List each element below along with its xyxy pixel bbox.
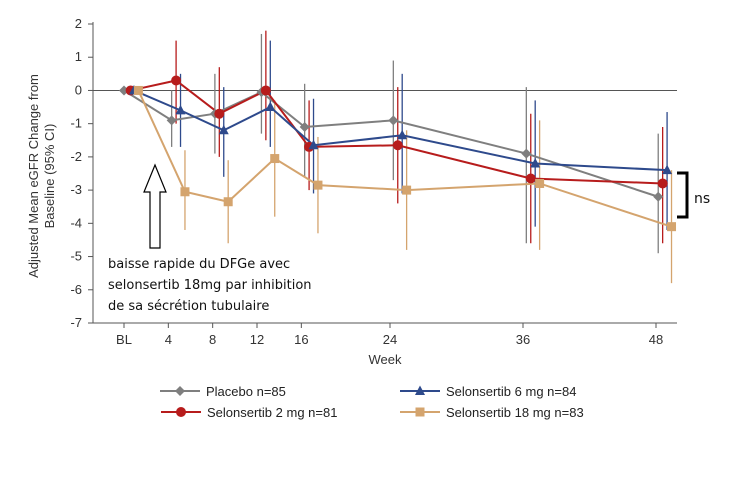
annotation-line-1: baisse rapide du DFGe avec [108, 257, 290, 272]
y-tick-label: -4 [70, 215, 82, 230]
x-tick-label: 36 [516, 332, 530, 347]
series-3-point [218, 124, 229, 135]
series-1-line [123, 89, 659, 198]
legend-item-3-marker [415, 385, 425, 395]
series-3-line [133, 89, 668, 172]
series-4-line [137, 90, 672, 228]
series-4-point [270, 154, 280, 164]
y-axis-ticks: 2 1 0 -1 -2 -3 -4 -5 -6 -7 [70, 16, 93, 330]
y-tick-label: -3 [70, 182, 82, 197]
series-4-point [667, 222, 677, 232]
x-tick-label: 24 [383, 332, 397, 347]
x-tick-label: 8 [209, 332, 216, 347]
x-tick-label: 4 [165, 332, 172, 347]
series-2-line [130, 79, 663, 185]
x-tick-label: 48 [649, 332, 663, 347]
y-axis-title-line1: Adjusted Mean eGFR Change from [26, 74, 41, 278]
series-1-point [653, 191, 664, 202]
legend-item-1-label: Placebo n=85 [206, 384, 286, 399]
y-tick-label: -1 [70, 116, 82, 131]
series-4-point [180, 187, 190, 197]
series-lines [123, 79, 672, 228]
y-axis-title-line2: Baseline (95% CI) [42, 124, 57, 229]
legend: Placebo n=85 Selonsertib 2 mg n=81 Selonse… [160, 384, 584, 420]
series-1-point [521, 148, 532, 159]
series-2-point [171, 75, 182, 86]
annotation-line-2: selonsertib 18mg par inhibition [108, 278, 312, 293]
y-tick-label: 2 [75, 16, 82, 31]
y-tick-label: 1 [75, 49, 82, 64]
x-axis-ticks: BL 4 8 12 16 24 36 48 [116, 323, 663, 347]
series-1-point [299, 121, 310, 132]
series-4-point [223, 197, 233, 207]
series-3-point [662, 164, 673, 175]
series-3-point [175, 104, 186, 115]
series-4-point [402, 185, 412, 195]
series-2-point [214, 108, 225, 119]
ns-bracket [677, 171, 689, 219]
y-tick-label: -7 [70, 315, 82, 330]
series-1-point [166, 115, 177, 126]
legend-item-3-label: Selonsertib 6 mg n=84 [446, 384, 576, 399]
x-axis-title: Week [369, 352, 402, 367]
ns-label: ns [694, 191, 710, 207]
legend-item-1-marker [175, 386, 185, 396]
legend-item-4-label: Selonsertib 18 mg n=83 [446, 405, 584, 420]
series-4-point [133, 85, 143, 95]
series-3-point [265, 101, 276, 112]
series-2-point [260, 85, 271, 96]
legend-item-4-marker [415, 407, 425, 417]
series-2-point [525, 173, 536, 184]
error-bars [171, 30, 673, 284]
series-4-point [535, 178, 545, 188]
x-tick-label: 12 [250, 332, 264, 347]
series-markers [119, 75, 677, 232]
annotation-arrow-icon [143, 163, 167, 249]
series-2-point [657, 178, 668, 189]
y-tick-label: -6 [70, 282, 82, 297]
x-tick-label: 16 [294, 332, 308, 347]
y-tick-label: -2 [70, 149, 82, 164]
series-4-point [313, 180, 323, 190]
legend-item-2-marker [176, 407, 186, 417]
series-2-point [392, 140, 403, 151]
series-3-point [397, 129, 408, 140]
y-tick-label: 0 [75, 82, 82, 97]
annotation-line-3: de sa sécrétion tubulaire [108, 299, 269, 314]
series-3-point [308, 139, 319, 150]
y-tick-label: -5 [70, 249, 82, 264]
series-3-point [530, 158, 541, 168]
legend-item-2-label: Selonsertib 2 mg n=81 [207, 405, 337, 420]
series-1-point [388, 115, 399, 126]
x-tick-label: BL [116, 332, 132, 347]
